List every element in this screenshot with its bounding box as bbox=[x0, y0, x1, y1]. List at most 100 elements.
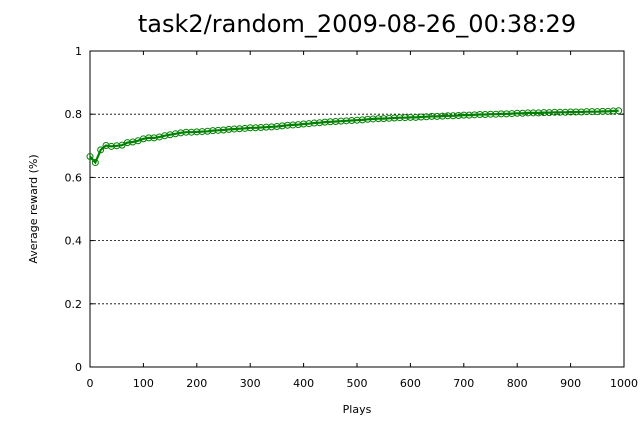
data-point bbox=[396, 114, 404, 122]
data-point bbox=[113, 142, 121, 150]
data-point bbox=[236, 125, 244, 133]
data-point bbox=[209, 127, 217, 135]
x-tick-label: 800 bbox=[507, 377, 528, 390]
data-point bbox=[358, 116, 366, 124]
data-point bbox=[567, 108, 575, 116]
data-point bbox=[476, 111, 484, 119]
data-point bbox=[161, 132, 169, 140]
data-point bbox=[294, 121, 302, 129]
data-point bbox=[284, 121, 292, 129]
data-point bbox=[470, 111, 478, 119]
data-point bbox=[193, 128, 201, 136]
y-tick-label: 0 bbox=[75, 361, 82, 374]
data-point bbox=[444, 112, 452, 120]
x-tick-label: 900 bbox=[560, 377, 581, 390]
data-point bbox=[497, 110, 505, 118]
data-point bbox=[535, 109, 543, 117]
data-point bbox=[316, 119, 324, 127]
chart-title: task2/random_2009-08-26_00:38:29 bbox=[138, 10, 576, 38]
data-point bbox=[305, 120, 313, 128]
data-point bbox=[300, 120, 308, 128]
data-point bbox=[401, 114, 409, 122]
series-average-reward bbox=[86, 107, 623, 167]
data-point bbox=[433, 112, 441, 120]
data-point bbox=[588, 108, 596, 116]
data-point bbox=[508, 110, 516, 118]
data-point bbox=[438, 112, 446, 120]
x-tick-label: 700 bbox=[453, 377, 474, 390]
data-point bbox=[513, 109, 521, 117]
data-point bbox=[390, 114, 398, 122]
data-point bbox=[561, 108, 569, 116]
x-tick-label: 500 bbox=[347, 377, 368, 390]
data-point bbox=[524, 109, 532, 117]
data-point bbox=[353, 116, 361, 124]
data-point bbox=[551, 108, 559, 116]
data-point bbox=[145, 134, 153, 142]
data-point bbox=[449, 112, 457, 120]
data-point bbox=[241, 124, 249, 132]
data-point bbox=[337, 117, 345, 125]
data-point bbox=[519, 109, 527, 117]
data-point bbox=[321, 118, 329, 126]
data-point bbox=[556, 108, 564, 116]
data-point bbox=[273, 123, 281, 131]
data-point bbox=[289, 121, 297, 129]
y-axis-label: Average reward (%) bbox=[27, 154, 40, 263]
data-point bbox=[220, 126, 227, 134]
data-point bbox=[529, 109, 537, 117]
data-point bbox=[540, 109, 548, 117]
data-point bbox=[615, 107, 623, 115]
data-point bbox=[406, 113, 414, 121]
data-point bbox=[380, 115, 388, 123]
data-point bbox=[604, 107, 612, 115]
x-tick-label: 200 bbox=[186, 377, 207, 390]
data-point bbox=[198, 128, 206, 136]
data-point bbox=[332, 117, 340, 125]
grid-lines bbox=[90, 113, 624, 305]
data-point bbox=[252, 124, 260, 132]
data-point bbox=[268, 123, 276, 131]
data-point bbox=[428, 112, 436, 120]
data-point bbox=[246, 124, 254, 132]
data-point bbox=[203, 127, 211, 135]
data-point bbox=[599, 107, 607, 115]
data-point bbox=[102, 141, 110, 149]
data-point bbox=[348, 117, 356, 125]
data-point bbox=[91, 159, 99, 167]
data-point bbox=[86, 153, 94, 161]
data-point bbox=[503, 110, 511, 118]
data-point bbox=[417, 113, 425, 121]
y-tick-label: 0.2 bbox=[65, 298, 83, 311]
data-point bbox=[364, 115, 372, 123]
data-point bbox=[326, 118, 334, 126]
data-point bbox=[214, 126, 222, 134]
data-point bbox=[577, 108, 585, 116]
data-point bbox=[123, 139, 131, 147]
data-point bbox=[230, 125, 238, 133]
data-point bbox=[225, 125, 233, 133]
data-point bbox=[171, 130, 179, 138]
data-point bbox=[487, 110, 494, 118]
data-point bbox=[369, 115, 377, 123]
data-point bbox=[342, 117, 350, 125]
data-point bbox=[257, 123, 265, 131]
y-tick-label: 0.6 bbox=[65, 171, 83, 184]
data-point bbox=[187, 128, 195, 136]
data-point bbox=[374, 115, 382, 123]
x-tick-label: 1000 bbox=[610, 377, 638, 390]
data-point bbox=[492, 110, 500, 118]
data-point bbox=[166, 131, 174, 139]
data-point bbox=[422, 113, 430, 121]
x-axis-label: Plays bbox=[343, 403, 372, 416]
data-point bbox=[177, 129, 185, 137]
y-tick-label: 0.8 bbox=[65, 108, 83, 121]
data-point bbox=[609, 107, 617, 115]
data-point bbox=[278, 122, 286, 130]
data-point bbox=[465, 111, 473, 119]
y-tick-label: 1 bbox=[75, 45, 82, 58]
x-tick-label: 100 bbox=[133, 377, 154, 390]
data-point bbox=[454, 111, 462, 119]
data-point bbox=[139, 135, 147, 143]
